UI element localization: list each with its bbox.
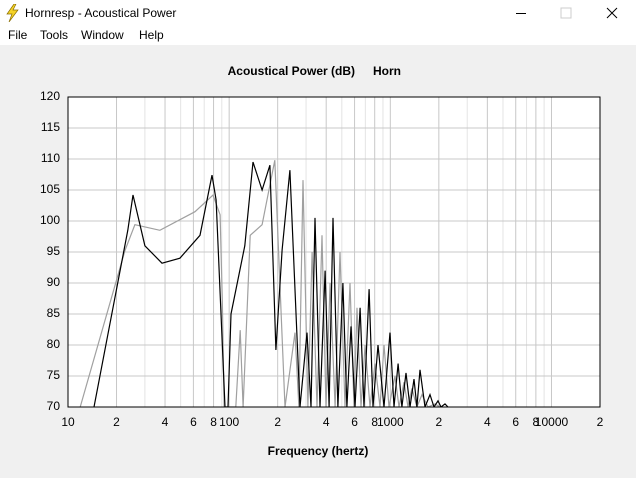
x-tick-label: 2 <box>597 415 604 429</box>
chart-subtitle: Horn <box>373 64 401 78</box>
chart-title: Acoustical Power (dB) <box>228 64 355 78</box>
y-tick-label: 85 <box>47 306 61 320</box>
x-tick-label: 2 <box>435 415 442 429</box>
menu-item[interactable]: Help <box>139 28 164 42</box>
x-tick-label: 8 <box>371 415 378 429</box>
x-tick-label: 2 <box>274 415 281 429</box>
close[interactable] <box>606 7 618 19</box>
maximize[interactable] <box>560 7 572 19</box>
x-tick-label: 4 <box>484 415 491 429</box>
y-tick-label: 105 <box>40 182 60 196</box>
x-tick-label: 6 <box>512 415 519 429</box>
x-tick-label: 6 <box>351 415 358 429</box>
y-tick-label: 115 <box>41 120 60 134</box>
window-controls[interactable] <box>510 0 630 27</box>
menu-bar: File Tools Window Help <box>0 27 636 45</box>
y-tick-label: 70 <box>47 399 61 413</box>
y-tick-label: 100 <box>40 213 60 227</box>
x-tick-label: 8 <box>533 415 540 429</box>
series-line <box>93 161 449 407</box>
chart: Acoustical Power (dB) Horn Frequency (he… <box>40 64 604 458</box>
x-tick-label: 10 <box>61 415 75 429</box>
menu-item[interactable]: Tools <box>40 28 69 42</box>
x-tick-label: 8 <box>210 415 217 429</box>
x-tick-label: 4 <box>323 415 330 429</box>
window-title: Hornresp - Acoustical Power <box>25 6 177 20</box>
menu-item[interactable]: Window <box>81 28 124 42</box>
y-tick-label: 90 <box>47 275 61 289</box>
x-tick-label: 6 <box>190 415 197 429</box>
y-tick-label: 110 <box>41 151 60 165</box>
x-axis-label: Frequency (hertz) <box>268 444 369 458</box>
x-tick-label: 100 <box>219 415 239 429</box>
x-tick-label: 4 <box>162 415 169 429</box>
title-bar: Hornresp - Acoustical Power <box>0 0 636 27</box>
plot-border <box>67 96 601 408</box>
y-tick-label: 95 <box>47 244 61 258</box>
x-tick-label: 2 <box>113 415 120 429</box>
app-icon <box>6 4 19 22</box>
y-tick-label: 80 <box>47 337 61 351</box>
menu-item[interactable]: File <box>8 28 28 42</box>
y-tick-label: 75 <box>47 368 61 382</box>
x-tick-label: 10000 <box>535 415 569 429</box>
y-tick-label: 120 <box>40 89 60 103</box>
x-tick-label: 1000 <box>377 415 404 429</box>
